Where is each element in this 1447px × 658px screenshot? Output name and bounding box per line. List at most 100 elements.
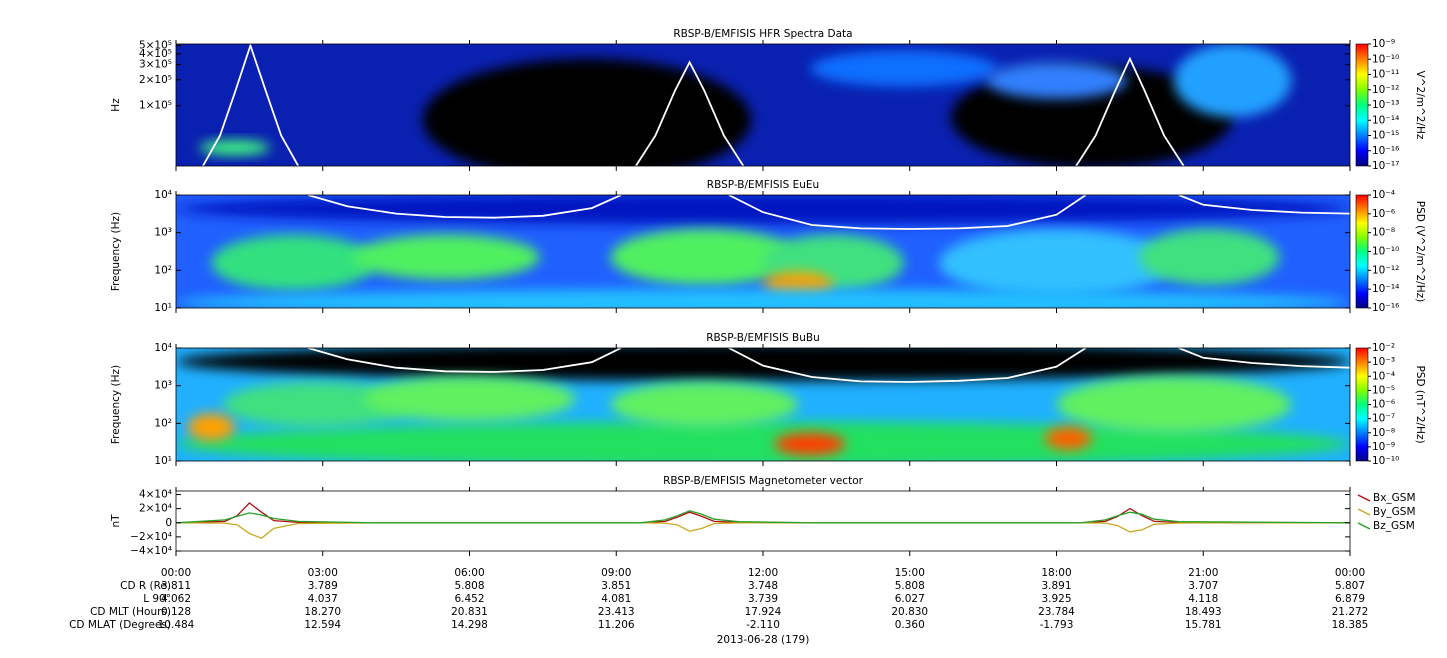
- ephemeris-value: 18.270: [304, 606, 341, 618]
- plot-area: [176, 502, 1350, 540]
- y-axis-label: Hz: [110, 98, 122, 112]
- colorbar-label: PSD (V^2/m^2/Hz): [1414, 201, 1426, 302]
- x-tick-label: 09:00: [601, 567, 631, 579]
- spectrogram-feature: [211, 234, 376, 292]
- ephemeris-value: 20.830: [891, 606, 928, 618]
- panel-frame: [175, 43, 1351, 167]
- spectrogram-feature: [422, 58, 752, 166]
- ephemeris-value: 3.851: [601, 580, 631, 592]
- y-tick-label: −2×10⁴: [130, 531, 172, 543]
- y-tick-label: 10³: [154, 380, 172, 392]
- colorbar-tick-label: 10⁻⁸: [1372, 227, 1395, 239]
- spectrogram-feature: [809, 50, 998, 87]
- ephemeris-value: 0.360: [895, 619, 925, 631]
- ephemeris-value: 11.206: [598, 619, 635, 631]
- colorbar-tick-label: 10⁻¹⁰: [1372, 246, 1399, 258]
- ephemeris-value: 4.118: [1188, 593, 1218, 605]
- colorbar-label: V^2/m^2/Hz: [1414, 71, 1426, 140]
- y-tick-label: 0: [165, 517, 172, 529]
- spectrogram-feature: [1044, 427, 1092, 450]
- y-tick-label: 1×10⁵: [139, 100, 172, 112]
- y-tick-label: 4×10⁵: [139, 48, 172, 60]
- spectrogram-feature: [176, 195, 1350, 225]
- x-tick-label: 00:00: [1335, 567, 1365, 579]
- spectrogram-feature: [363, 376, 576, 422]
- colorbar-tick-label: 10⁻¹⁶: [1372, 145, 1399, 157]
- colorbar-tick-label: 10⁻⁴: [1372, 189, 1395, 201]
- plot-area: [176, 195, 1350, 308]
- ephemeris-value: 20.831: [451, 606, 488, 618]
- spectrogram-feature: [610, 228, 799, 286]
- colorbar-tick-label: 10⁻¹⁰: [1372, 455, 1399, 467]
- ephemeris-value: 21.272: [1332, 606, 1369, 618]
- colorbar-tick-label: 10⁻²: [1372, 342, 1395, 354]
- y-tick-label: 2×10⁵: [139, 74, 172, 86]
- spectrogram-feature: [610, 381, 799, 428]
- panel-title: RBSP-B/EMFISIS Magnetometer vector: [663, 475, 864, 487]
- colorbar-label: PSD (nT^2/Hz): [1414, 365, 1426, 443]
- legend-symbol: [1357, 494, 1371, 502]
- colorbar: [1355, 194, 1369, 309]
- x-tick-label: 12:00: [748, 567, 778, 579]
- spectrogram-feature: [176, 348, 1350, 381]
- panel-frame: [175, 347, 1351, 462]
- ephemeris-value: 18.493: [1185, 606, 1222, 618]
- colorbar-tick-label: 10⁻¹⁶: [1372, 302, 1399, 314]
- colorbar-tick-label: 10⁻¹⁷: [1372, 160, 1399, 172]
- colorbar-tick-label: 10⁻¹²: [1372, 84, 1399, 96]
- x-tick-label: 15:00: [895, 567, 925, 579]
- ephemeris-value: 3.811: [161, 580, 191, 592]
- ephemeris-value: 10.484: [158, 619, 195, 631]
- colorbar-tick-label: 10⁻⁶: [1372, 399, 1395, 411]
- spectrogram-feature: [774, 432, 846, 456]
- overlay-line: [202, 44, 1185, 166]
- ephemeris-label: CD MLT (Hours): [90, 606, 171, 618]
- colorbar: [1355, 347, 1369, 462]
- x-tick-label: 00:00: [161, 567, 191, 579]
- legend-label: Bx_GSM: [1373, 492, 1416, 504]
- ephemeris-value: 18.385: [1332, 619, 1369, 631]
- date-label: 2013-06-28 (179): [717, 634, 810, 646]
- legend-label: By_GSM: [1373, 506, 1416, 518]
- ephemeris-value: 3.707: [1188, 580, 1218, 592]
- spectrogram-feature: [187, 413, 235, 441]
- y-tick-label: 10²: [154, 264, 172, 276]
- colorbar-tick-label: 10⁻⁶: [1372, 208, 1395, 220]
- colorbar-tick-label: 10⁻¹⁵: [1372, 130, 1399, 142]
- y-tick-label: 4×10⁴: [139, 489, 172, 501]
- series-line: [176, 502, 1350, 524]
- overlay-line: [307, 348, 1350, 383]
- y-tick-label: 10⁴: [154, 342, 172, 354]
- ephemeris-value: 4.081: [601, 593, 631, 605]
- x-tick-label: 21:00: [1188, 567, 1218, 579]
- spectrogram-feature: [222, 381, 411, 428]
- ephemeris-value: 23.413: [598, 606, 635, 618]
- y-tick-label: 3×10⁵: [139, 59, 172, 71]
- colorbar-tick-label: 10⁻¹¹: [1372, 69, 1399, 81]
- ephemeris-value: -1.793: [1040, 619, 1074, 631]
- plot-area: [176, 348, 1350, 461]
- ephemeris-value: 3.891: [1041, 580, 1071, 592]
- colorbar-tick-label: 10⁻¹⁴: [1372, 114, 1399, 126]
- y-axis-label: Frequency (Hz): [110, 365, 122, 444]
- ephemeris-label: L 90°: [143, 593, 171, 605]
- ephemeris-value: 12.594: [304, 619, 341, 631]
- y-tick-label: 10⁴: [154, 189, 172, 201]
- spectrogram-feature: [1138, 228, 1280, 286]
- series-line: [176, 510, 1350, 524]
- legend-label: Bz_GSM: [1373, 520, 1415, 532]
- legend-symbol: [1357, 522, 1371, 530]
- panel-frame: [175, 194, 1351, 309]
- y-tick-label: 10³: [154, 227, 172, 239]
- colorbar-tick-label: 10⁻¹⁰: [1372, 53, 1399, 65]
- colorbar-tick-label: 10⁻⁵: [1372, 384, 1395, 396]
- colorbar-tick-label: 10⁻⁹: [1372, 441, 1395, 453]
- x-tick-label: 06:00: [454, 567, 484, 579]
- panel-title: RBSP-B/EMFISIS BuBu: [706, 332, 820, 344]
- colorbar-tick-label: 10⁻⁸: [1372, 427, 1395, 439]
- colorbar-tick-label: 10⁻¹²: [1372, 264, 1399, 276]
- ephemeris-value: 5.808: [895, 580, 925, 592]
- ephemeris-value: 5.807: [1335, 580, 1365, 592]
- ephemeris-value: 17.924: [745, 606, 782, 618]
- x-tick-label: 03:00: [308, 567, 338, 579]
